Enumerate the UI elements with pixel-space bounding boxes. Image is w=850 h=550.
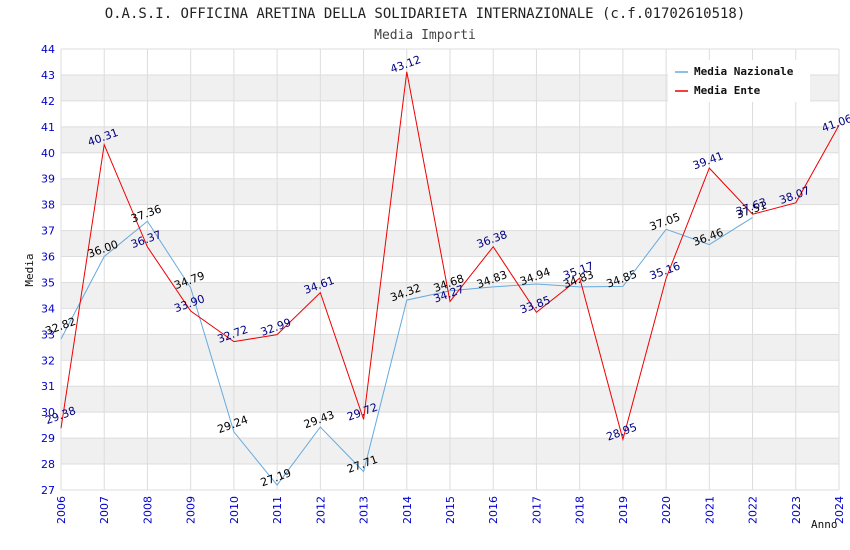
grid-lines bbox=[60, 48, 840, 491]
y-tick-label: 30 bbox=[41, 406, 55, 419]
y-tick-label: 27 bbox=[41, 484, 55, 497]
y-tick-label: 40 bbox=[41, 147, 55, 160]
y-tick-label: 44 bbox=[41, 43, 55, 56]
x-tick-label: 2016 bbox=[487, 496, 500, 524]
y-tick-label: 34 bbox=[41, 302, 55, 315]
data-label: 29.24 bbox=[216, 413, 250, 436]
x-tick-label: 2006 bbox=[55, 496, 68, 524]
x-tick-label: 2023 bbox=[790, 496, 803, 524]
x-tick-label: 2021 bbox=[703, 496, 716, 524]
y-tick-label: 35 bbox=[41, 276, 55, 289]
y-tick-label: 28 bbox=[41, 458, 55, 471]
y-tick-label: 32 bbox=[41, 354, 55, 367]
x-tick-label: 2019 bbox=[617, 496, 630, 524]
series-line-media-ente bbox=[60, 71, 840, 442]
legend-label-media-ente: Media Ente bbox=[694, 84, 761, 97]
x-tick-label: 2007 bbox=[98, 496, 111, 524]
y-tick-label: 39 bbox=[41, 173, 55, 186]
x-tick-label: 2022 bbox=[747, 496, 760, 524]
x-tick-label: 2014 bbox=[401, 496, 414, 524]
legend-label-media-nazionale: Media Nazionale bbox=[694, 65, 794, 78]
y-tick-label: 31 bbox=[41, 380, 55, 393]
y-tick-label: 33 bbox=[41, 328, 55, 341]
x-tick-label: 2017 bbox=[530, 496, 543, 524]
y-axis-label: Media bbox=[23, 253, 36, 286]
y-tick-label: 37 bbox=[41, 225, 55, 238]
x-tick-label: 2012 bbox=[314, 496, 327, 524]
data-label: 27.19 bbox=[259, 466, 293, 489]
y-tick-label: 38 bbox=[41, 199, 55, 212]
series-lines bbox=[60, 71, 840, 486]
x-tick-label: 2013 bbox=[358, 496, 371, 524]
y-tick-label: 29 bbox=[41, 432, 55, 445]
series-line-media-nazionale bbox=[60, 216, 753, 486]
x-tick-label: 2011 bbox=[271, 496, 284, 524]
x-axis-ticks: 2006 2007 2008 2009 2010 2011 2012 2013 2014 2015… bbox=[55, 496, 846, 524]
data-labels: 32.8236.0037.3634.7929.2427.1929.4327.71… bbox=[44, 53, 850, 489]
chart-subtitle: Media Importi bbox=[374, 28, 476, 43]
data-label: 35.16 bbox=[648, 260, 682, 283]
legend: Media Nazionale Media Ente bbox=[668, 60, 810, 102]
y-tick-label: 41 bbox=[41, 121, 55, 134]
data-label: 43.12 bbox=[389, 53, 423, 76]
x-tick-label: 2020 bbox=[660, 496, 673, 524]
y-axis-ticks: 27 28 29 30 31 32 33 34 35 36 37 38 39 40 41 42 43 44 bbox=[41, 43, 55, 497]
x-tick-label: 2024 bbox=[833, 496, 846, 524]
y-tick-label: 42 bbox=[41, 95, 55, 108]
x-axis-label: Anno bbox=[811, 518, 838, 531]
x-tick-label: 2015 bbox=[444, 496, 457, 524]
y-tick-label: 36 bbox=[41, 251, 55, 264]
x-tick-label: 2008 bbox=[141, 496, 154, 524]
x-tick-label: 2009 bbox=[185, 496, 198, 524]
y-tick-label: 43 bbox=[41, 69, 55, 82]
x-tick-label: 2010 bbox=[228, 496, 241, 524]
x-tick-label: 2018 bbox=[574, 496, 587, 524]
legend-box bbox=[668, 60, 810, 102]
chart-title: O.A.S.I. OFFICINA ARETINA DELLA SOLIDARI… bbox=[105, 6, 746, 22]
